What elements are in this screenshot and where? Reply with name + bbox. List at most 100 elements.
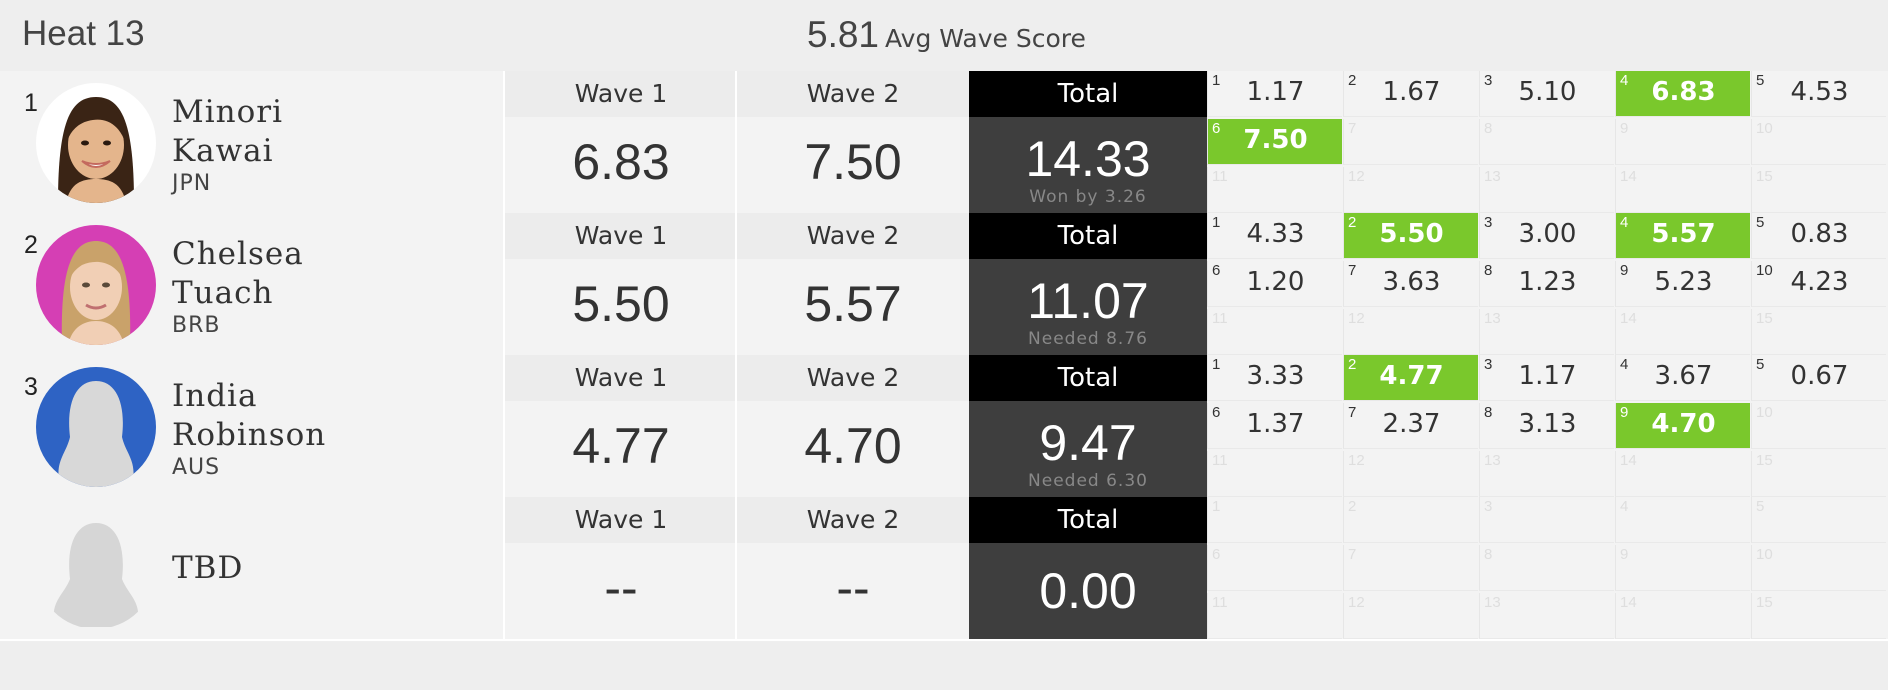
wave-score-value: 2.37 bbox=[1382, 409, 1441, 439]
wave-2-score: 5.57 bbox=[804, 276, 902, 332]
wave-number: 4 bbox=[1620, 356, 1629, 373]
wave-number: 9 bbox=[1620, 404, 1629, 421]
total-column: Total 0.00 bbox=[969, 497, 1207, 639]
wave-score-cell: 13 bbox=[1479, 167, 1614, 213]
wave-score-cell: 3 5.10 bbox=[1479, 71, 1614, 117]
wave-score-value: 1.37 bbox=[1246, 409, 1305, 439]
wave-1-score: 4.77 bbox=[572, 418, 670, 474]
wave-number: 10 bbox=[1756, 546, 1773, 563]
avatar-minori-kawai bbox=[36, 83, 156, 203]
wave-number: 6 bbox=[1212, 546, 1221, 563]
wave-1-label: Wave 1 bbox=[505, 497, 737, 543]
wave-score-cell: 4 bbox=[1615, 497, 1750, 543]
wave-number: 14 bbox=[1620, 594, 1637, 611]
wave-number: 15 bbox=[1756, 594, 1773, 611]
wave-number: 15 bbox=[1756, 452, 1773, 469]
wave-score-cell: 15 bbox=[1751, 309, 1886, 355]
wave-score-cell: 1 bbox=[1207, 497, 1342, 543]
wave-number: 5 bbox=[1756, 356, 1765, 373]
wave-score-cell: 9 5.23 bbox=[1615, 261, 1750, 307]
total-box: 14.33 Won by 3.26 bbox=[969, 117, 1207, 213]
wave-score-cell: 3 1.17 bbox=[1479, 355, 1614, 401]
wave-1-score: -- bbox=[604, 560, 638, 616]
surfer-country: AUS bbox=[172, 455, 221, 480]
wave-score-cell: 10 bbox=[1751, 119, 1886, 165]
wave-number: 5 bbox=[1756, 498, 1765, 515]
wave-number: 1 bbox=[1212, 356, 1221, 373]
wave-number: 2 bbox=[1348, 356, 1357, 373]
wave-number: 4 bbox=[1620, 498, 1629, 515]
wave-number: 13 bbox=[1484, 310, 1501, 327]
surfer-name: Chelsea Tuach bbox=[172, 235, 304, 313]
surfer-row-3[interactable]: 3 India Robinson AUS Wave 1 4.77 Wave 2 … bbox=[0, 355, 1888, 499]
surfer-first-name: TBD bbox=[172, 550, 244, 586]
wave-score-value: 5.23 bbox=[1654, 267, 1713, 297]
total-column: Total 9.47 Needed 6.30 bbox=[969, 355, 1207, 497]
wave-1-label: Wave 1 bbox=[505, 213, 737, 259]
wave-score-cell: 13 bbox=[1479, 309, 1614, 355]
wave-score-cell: 15 bbox=[1751, 167, 1886, 213]
wave-score-value: 1.23 bbox=[1518, 267, 1577, 297]
wave-score-cell: 5 0.83 bbox=[1751, 213, 1886, 259]
surfer-name: India Robinson bbox=[172, 377, 326, 455]
wave-2-label: Wave 2 bbox=[737, 71, 969, 117]
wave-score-cell: 9 bbox=[1615, 119, 1750, 165]
wave-number: 14 bbox=[1620, 452, 1637, 469]
surfer-rank: 1 bbox=[24, 89, 38, 117]
wave-score-cell: 2 1.67 bbox=[1343, 71, 1478, 117]
wave-score-cell: 9 bbox=[1615, 545, 1750, 591]
wave-score-grid: 1 4.33 2 5.50 3 3.00 4 5.57 5 0.83 6 1.20 7 3.63 8 1.23… bbox=[1207, 213, 1888, 355]
wave-number: 13 bbox=[1484, 452, 1501, 469]
wave-score-cell: 14 bbox=[1615, 451, 1750, 497]
wave-score-cell: 3 3.00 bbox=[1479, 213, 1614, 259]
wave-score-cell: 5 0.67 bbox=[1751, 355, 1886, 401]
total-label: Total bbox=[969, 213, 1207, 259]
wave-number: 2 bbox=[1348, 498, 1357, 515]
total-box: 9.47 Needed 6.30 bbox=[969, 401, 1207, 497]
wave-1-score: 5.50 bbox=[572, 276, 670, 332]
surfer-row-1[interactable]: 1 Minori Kawai JPN Wave 1 6.83 Wave 2 bbox=[0, 71, 1888, 215]
wave-score-cell: 13 bbox=[1479, 451, 1614, 497]
wave-2-column: Wave 2 5.57 bbox=[735, 213, 969, 355]
wave-score-value: 3.63 bbox=[1382, 267, 1441, 297]
wave-score-value: 4.23 bbox=[1790, 267, 1849, 297]
wave-score-value: 3.13 bbox=[1518, 409, 1577, 439]
wave-number: 5 bbox=[1756, 72, 1765, 89]
wave-number: 7 bbox=[1348, 546, 1357, 563]
wave-score-cell-counted: 6 7.50 bbox=[1207, 119, 1342, 165]
wave-score-cell-counted: 4 6.83 bbox=[1615, 71, 1750, 117]
heat-title: Heat 13 bbox=[22, 14, 145, 53]
wave-number: 4 bbox=[1620, 72, 1629, 89]
wave-score-value: 0.83 bbox=[1790, 219, 1849, 249]
surfer-row-2[interactable]: 2 Chelsea Tuach BRB Wave 1 5.50 Wave 2 bbox=[0, 213, 1888, 357]
wave-number: 12 bbox=[1348, 168, 1365, 185]
wave-number: 7 bbox=[1348, 120, 1357, 137]
wave-number: 1 bbox=[1212, 498, 1221, 515]
wave-number: 6 bbox=[1212, 120, 1221, 137]
wave-score-cell: 11 bbox=[1207, 451, 1342, 497]
wave-score-value: 4.70 bbox=[1651, 409, 1716, 439]
wave-score-value: 3.00 bbox=[1518, 219, 1577, 249]
avatar-silhouette-icon bbox=[36, 367, 156, 487]
wave-1-column: Wave 1 5.50 bbox=[503, 213, 737, 355]
wave-number: 11 bbox=[1212, 594, 1228, 611]
wave-number: 3 bbox=[1484, 498, 1493, 515]
wave-number: 8 bbox=[1484, 546, 1493, 563]
surfer-last-name: Kawai bbox=[172, 133, 274, 169]
wave-number: 8 bbox=[1484, 404, 1493, 421]
wave-score-cell: 12 bbox=[1343, 451, 1478, 497]
wave-score-cell: 8 1.23 bbox=[1479, 261, 1614, 307]
wave-score-grid: 1 1.17 2 1.67 3 5.10 4 6.83 5 4.53 6 7.50 7 8 9 10 11 12 1… bbox=[1207, 71, 1888, 213]
wave-number: 6 bbox=[1212, 262, 1221, 279]
wave-score-cell: 8 bbox=[1479, 545, 1614, 591]
wave-1-column: Wave 1 -- bbox=[503, 497, 737, 639]
wave-score-cell: 12 bbox=[1343, 593, 1478, 639]
total-score: 11.07 bbox=[1027, 273, 1149, 329]
total-score: 9.47 bbox=[1039, 415, 1137, 471]
surfer-rank: 2 bbox=[24, 231, 38, 259]
wave-number: 11 bbox=[1212, 452, 1228, 469]
wave-number: 2 bbox=[1348, 72, 1357, 89]
wave-2-column: Wave 2 4.70 bbox=[735, 355, 969, 497]
wave-score-cell: 7 bbox=[1343, 119, 1478, 165]
